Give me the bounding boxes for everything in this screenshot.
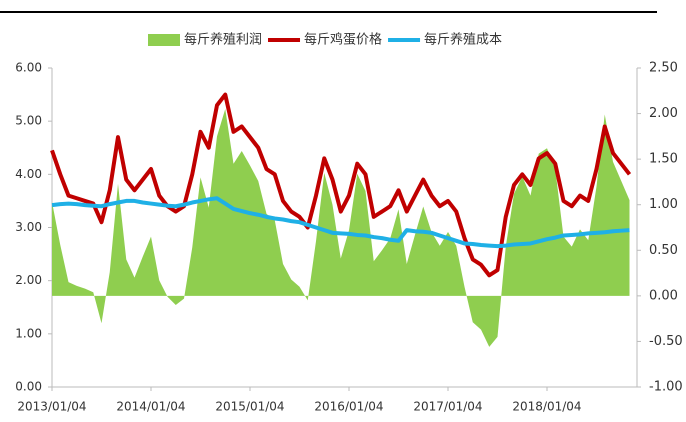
series-line <box>50 92 632 278</box>
y-tick-label: 1.00 <box>15 326 42 340</box>
y2-tick-label: 2.50 <box>649 61 678 76</box>
profit-area <box>52 109 630 347</box>
y2-tick-label: 0.00 <box>649 288 678 303</box>
y-tick-label: 3.00 <box>15 220 42 234</box>
x-tick-label: 2017/01/04 <box>413 400 482 414</box>
legend-label: 每斤鸡蛋价格 <box>304 32 382 48</box>
y2-tick-label: 0.50 <box>649 243 678 258</box>
y-tick-label: 5.00 <box>15 114 42 128</box>
legend-label: 每斤养殖利润 <box>184 32 262 48</box>
legend-label: 每斤养殖成本 <box>424 32 502 48</box>
y2-tick-label: 2.00 <box>649 106 678 121</box>
y2-tick-label: -0.50 <box>649 334 683 349</box>
legend-swatch <box>148 34 180 46</box>
series-line <box>51 196 630 249</box>
y-tick-label: 6.00 <box>15 61 42 75</box>
x-tick-label: 2015/01/04 <box>215 400 284 414</box>
y2-tick-label: 1.00 <box>649 197 678 212</box>
y2-tick-label: 1.50 <box>649 152 678 167</box>
y-tick-label: 2.00 <box>15 273 42 287</box>
x-tick-label: 2016/01/04 <box>314 400 383 414</box>
y-tick-label: 0.00 <box>15 380 42 394</box>
x-tick-label: 2018/01/04 <box>512 400 581 414</box>
x-tick-label: 2013/01/04 <box>17 400 86 414</box>
x-tick-label: 2014/01/04 <box>116 400 185 414</box>
y-tick-label: 4.00 <box>15 167 42 181</box>
y2-tick-label: -1.00 <box>649 380 683 395</box>
